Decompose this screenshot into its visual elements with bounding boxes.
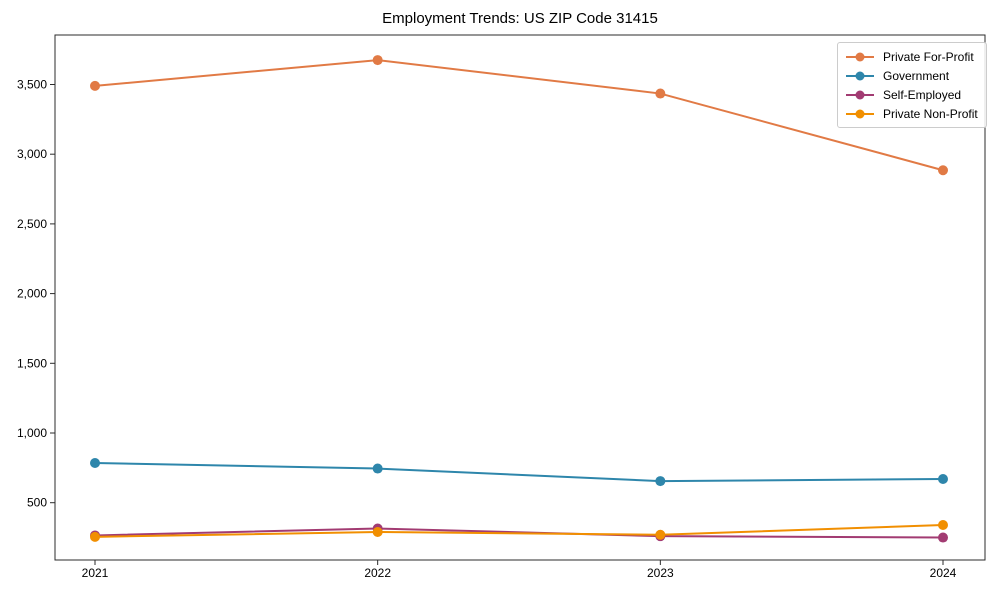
data-point-self-employed xyxy=(938,532,948,543)
data-point-government xyxy=(372,463,383,474)
legend-line-marker-icon xyxy=(846,90,874,99)
y-tick-label: 2,000 xyxy=(17,287,47,301)
legend-box: Private For-Profit Government Self-Employe… xyxy=(837,42,987,128)
series-line-self-employed xyxy=(94,527,944,539)
data-point-private-non-profit xyxy=(655,529,666,540)
x-tick-label: 2022 xyxy=(364,566,391,580)
legend-label: Private Non-Profit xyxy=(883,106,978,121)
y-tick-label: 500 xyxy=(27,496,47,510)
x-tick-label: 2021 xyxy=(82,566,109,580)
legend-item-self-employed: Self-Employed xyxy=(845,85,979,104)
legend-line-marker-icon xyxy=(846,109,874,118)
y-tick-label: 3,500 xyxy=(17,77,47,91)
data-point-private-non-profit xyxy=(938,520,948,531)
series-line-government xyxy=(94,461,944,483)
legend-line-marker-icon xyxy=(846,71,874,80)
legend-item-government: Government xyxy=(845,66,979,85)
data-point-private-non-profit xyxy=(90,531,100,542)
y-tick-label: 1,000 xyxy=(17,426,47,440)
series-line-private-non-profit xyxy=(94,524,944,538)
legend-label: Private For-Profit xyxy=(883,49,974,64)
data-point-private-non-profit xyxy=(372,526,383,537)
x-tick-label: 2024 xyxy=(930,566,957,580)
data-point-private-for-profit xyxy=(655,88,666,99)
data-point-private-for-profit xyxy=(90,80,100,91)
legend-item-private-for-profit: Private For-Profit xyxy=(845,47,979,66)
data-point-government xyxy=(90,457,100,468)
legend-line-marker-icon xyxy=(846,52,874,61)
y-tick-label: 2,500 xyxy=(17,217,47,231)
plot-border xyxy=(54,34,986,561)
x-tick-label: 2023 xyxy=(647,566,674,580)
data-point-government xyxy=(938,474,948,485)
data-point-private-for-profit xyxy=(938,165,948,176)
y-tick-label: 3,000 xyxy=(17,147,47,161)
y-tick-label: 1,500 xyxy=(17,356,47,370)
series-line-private-for-profit xyxy=(94,59,944,172)
chart-title: Employment Trends: US ZIP Code 31415 xyxy=(382,10,658,27)
legend-item-private-non-profit: Private Non-Profit xyxy=(845,104,979,123)
data-point-private-for-profit xyxy=(372,55,383,66)
legend-label: Government xyxy=(883,68,950,83)
data-point-government xyxy=(655,476,666,487)
legend-label: Self-Employed xyxy=(883,87,962,102)
